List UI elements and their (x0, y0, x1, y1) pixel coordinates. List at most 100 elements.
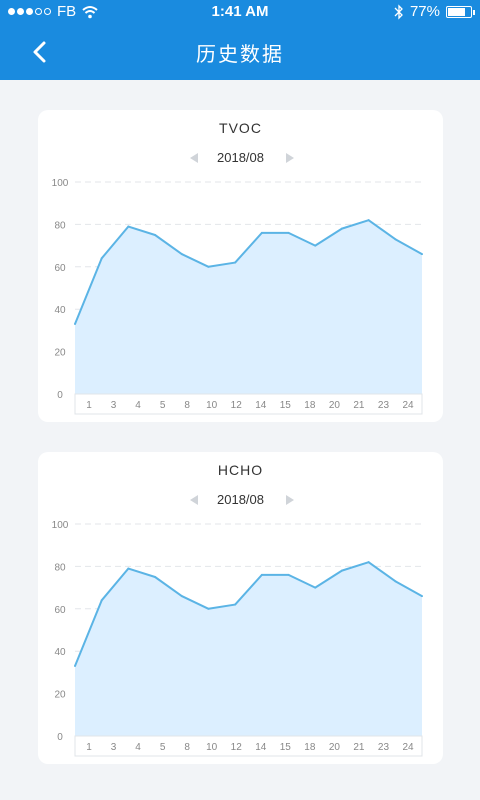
data-point (367, 561, 370, 564)
chart-title: HCHO (217, 462, 264, 478)
y-tick-label: 0 (57, 732, 63, 743)
x-tick-label: 21 (353, 742, 365, 753)
signal-dot (8, 8, 15, 15)
data-point (287, 573, 290, 576)
x-tick-label: 23 (378, 742, 390, 753)
data-point (314, 586, 317, 589)
x-tick-label: 12 (231, 400, 243, 411)
data-point (234, 603, 237, 606)
y-tick-label: 100 (52, 178, 69, 189)
x-tick-label: 14 (255, 742, 267, 753)
series-line (74, 219, 423, 325)
signal-dot (17, 8, 24, 15)
data-point (127, 567, 130, 570)
data-point (74, 665, 76, 668)
nav-bar: 历史数据 (0, 24, 480, 80)
signal-dots-icon (8, 8, 51, 15)
month-selector: 2018/08 (38, 150, 443, 166)
x-tick-label: 18 (304, 400, 316, 411)
data-point (287, 231, 290, 234)
month-selector: 2018/08 (38, 492, 443, 508)
x-tick-label: 15 (280, 742, 292, 753)
x-tick-label: 1 (86, 400, 92, 411)
x-tick-label: 5 (160, 400, 166, 411)
signal-dot (26, 8, 33, 15)
data-point (207, 265, 210, 268)
x-tick-label: 10 (206, 742, 218, 753)
status-left: FB (8, 3, 98, 20)
data-point (394, 580, 397, 583)
data-point (207, 607, 210, 610)
y-tick-label: 40 (54, 305, 66, 316)
battery-percent: 77% (409, 3, 440, 20)
series-line (74, 561, 423, 667)
x-tick-label: 24 (402, 400, 414, 411)
page-title: 历史数据 (196, 44, 284, 66)
data-point (100, 599, 103, 602)
data-point (154, 576, 157, 578)
x-tick-label: 5 (160, 742, 166, 753)
data-point (127, 225, 130, 228)
x-tick-label: 15 (280, 400, 292, 411)
x-tick-label: 4 (135, 400, 141, 411)
data-point (421, 253, 423, 256)
x-tick-label: 3 (111, 742, 117, 753)
x-tick-label: 23 (378, 400, 390, 411)
x-tick-label: 8 (184, 742, 190, 753)
series-area (75, 220, 422, 394)
x-tick-label: 4 (135, 742, 141, 753)
prev-month-icon[interactable] (190, 495, 198, 505)
data-point (421, 595, 423, 598)
chart-card-tvoc: 0 20 40 60 80 100 1 3 4 5 8 10 12 14 15 18 20 21 23 24 TVOC… (38, 110, 443, 422)
status-right: 77% (394, 3, 475, 20)
x-tick-label: 20 (329, 742, 341, 753)
y-tick-label: 20 (54, 348, 66, 359)
x-tick-label: 18 (304, 742, 316, 753)
chart-card-hcho: 0 20 40 60 80 100 1 3 4 5 8 10 12 14 15 18 20 21 23 24 HCHO… (38, 452, 443, 764)
data-point (340, 569, 343, 572)
data-point (100, 257, 103, 260)
battery-icon (446, 5, 475, 18)
data-point (154, 234, 157, 236)
x-tick-label: 12 (231, 742, 243, 753)
signal-dot (35, 8, 42, 15)
status-time: 1:41 AM (211, 3, 269, 20)
top-bar: FB 1:41 AM 77% 历史数据 (0, 0, 480, 80)
tvoc-chart: 0 20 40 60 80 100 1 3 4 5 8 10 12 14 15 18 20 21 23 24 (52, 178, 423, 415)
next-month-icon[interactable] (286, 495, 294, 505)
month-label: 2018/08 (217, 492, 264, 507)
hcho-chart: 0 20 40 60 80 100 1 3 4 5 8 10 12 14 15 18 20 21 23 24 (52, 520, 423, 757)
data-point (394, 238, 397, 241)
wifi-icon (82, 5, 98, 18)
status-bar: FB 1:41 AM 77% (0, 0, 480, 24)
x-tick-label: 14 (255, 400, 267, 411)
chart-title: TVOC (219, 120, 262, 136)
month-label: 2018/08 (217, 150, 264, 165)
next-month-icon[interactable] (286, 153, 294, 163)
y-tick-label: 80 (54, 562, 66, 573)
data-point (314, 244, 317, 247)
y-tick-label: 40 (54, 647, 66, 658)
x-axis (74, 735, 423, 757)
data-point (367, 219, 370, 222)
prev-month-icon[interactable] (190, 153, 198, 163)
x-tick-label: 8 (184, 400, 190, 411)
y-tick-label: 100 (52, 520, 69, 531)
data-point (234, 261, 237, 264)
x-tick-label: 20 (329, 400, 341, 411)
data-point (260, 573, 263, 576)
y-tick-label: 60 (54, 605, 66, 616)
signal-dot (44, 8, 51, 15)
data-point (260, 231, 263, 234)
data-point (180, 595, 183, 598)
x-tick-label: 1 (86, 742, 92, 753)
x-axis (74, 393, 423, 415)
y-tick-label: 20 (54, 690, 66, 701)
y-tick-label: 80 (54, 220, 66, 231)
x-tick-label: 10 (206, 400, 218, 411)
bluetooth-icon (394, 3, 403, 20)
y-tick-label: 60 (54, 263, 66, 274)
chevron-left-icon[interactable] (26, 38, 54, 66)
x-tick-label: 3 (111, 400, 117, 411)
y-tick-label: 0 (57, 390, 63, 401)
